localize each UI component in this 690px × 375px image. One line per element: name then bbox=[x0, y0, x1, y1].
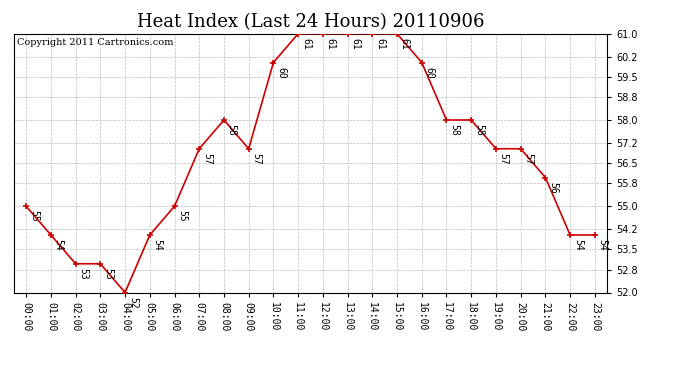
Text: 52: 52 bbox=[128, 297, 138, 308]
Text: 61: 61 bbox=[400, 38, 410, 50]
Text: 61: 61 bbox=[326, 38, 335, 50]
Text: 60: 60 bbox=[424, 67, 435, 78]
Text: 61: 61 bbox=[301, 38, 311, 50]
Text: Copyright 2011 Cartronics.com: Copyright 2011 Cartronics.com bbox=[17, 38, 173, 46]
Text: 56: 56 bbox=[548, 182, 558, 194]
Text: 55: 55 bbox=[177, 210, 187, 222]
Text: 57: 57 bbox=[251, 153, 262, 165]
Text: 53: 53 bbox=[79, 268, 88, 280]
Text: 54: 54 bbox=[54, 239, 63, 251]
Text: 54: 54 bbox=[573, 239, 583, 251]
Text: 57: 57 bbox=[499, 153, 509, 165]
Text: 58: 58 bbox=[449, 124, 460, 136]
Text: 61: 61 bbox=[351, 38, 360, 50]
Title: Heat Index (Last 24 Hours) 20110906: Heat Index (Last 24 Hours) 20110906 bbox=[137, 13, 484, 31]
Text: 57: 57 bbox=[524, 153, 533, 165]
Text: 53: 53 bbox=[103, 268, 113, 280]
Text: 55: 55 bbox=[29, 210, 39, 222]
Text: 60: 60 bbox=[276, 67, 286, 78]
Text: 58: 58 bbox=[227, 124, 237, 136]
Text: 61: 61 bbox=[375, 38, 385, 50]
Text: 54: 54 bbox=[152, 239, 163, 251]
Text: 57: 57 bbox=[202, 153, 212, 165]
Text: 54: 54 bbox=[598, 239, 608, 251]
Text: 58: 58 bbox=[474, 124, 484, 136]
